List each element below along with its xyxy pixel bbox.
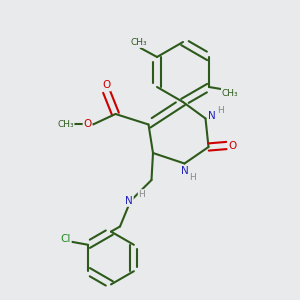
Text: Cl: Cl [60, 234, 71, 244]
Text: H: H [217, 106, 224, 115]
Text: H: H [190, 172, 196, 182]
Text: H: H [139, 190, 145, 199]
Text: CH₃: CH₃ [131, 38, 147, 47]
Text: N: N [181, 166, 188, 176]
Text: CH₃: CH₃ [57, 120, 74, 129]
Text: O: O [228, 140, 237, 151]
Text: CH₃: CH₃ [222, 88, 238, 98]
Text: N: N [208, 110, 216, 121]
Text: O: O [102, 80, 111, 91]
Text: N: N [125, 196, 133, 206]
Text: O: O [83, 119, 92, 130]
